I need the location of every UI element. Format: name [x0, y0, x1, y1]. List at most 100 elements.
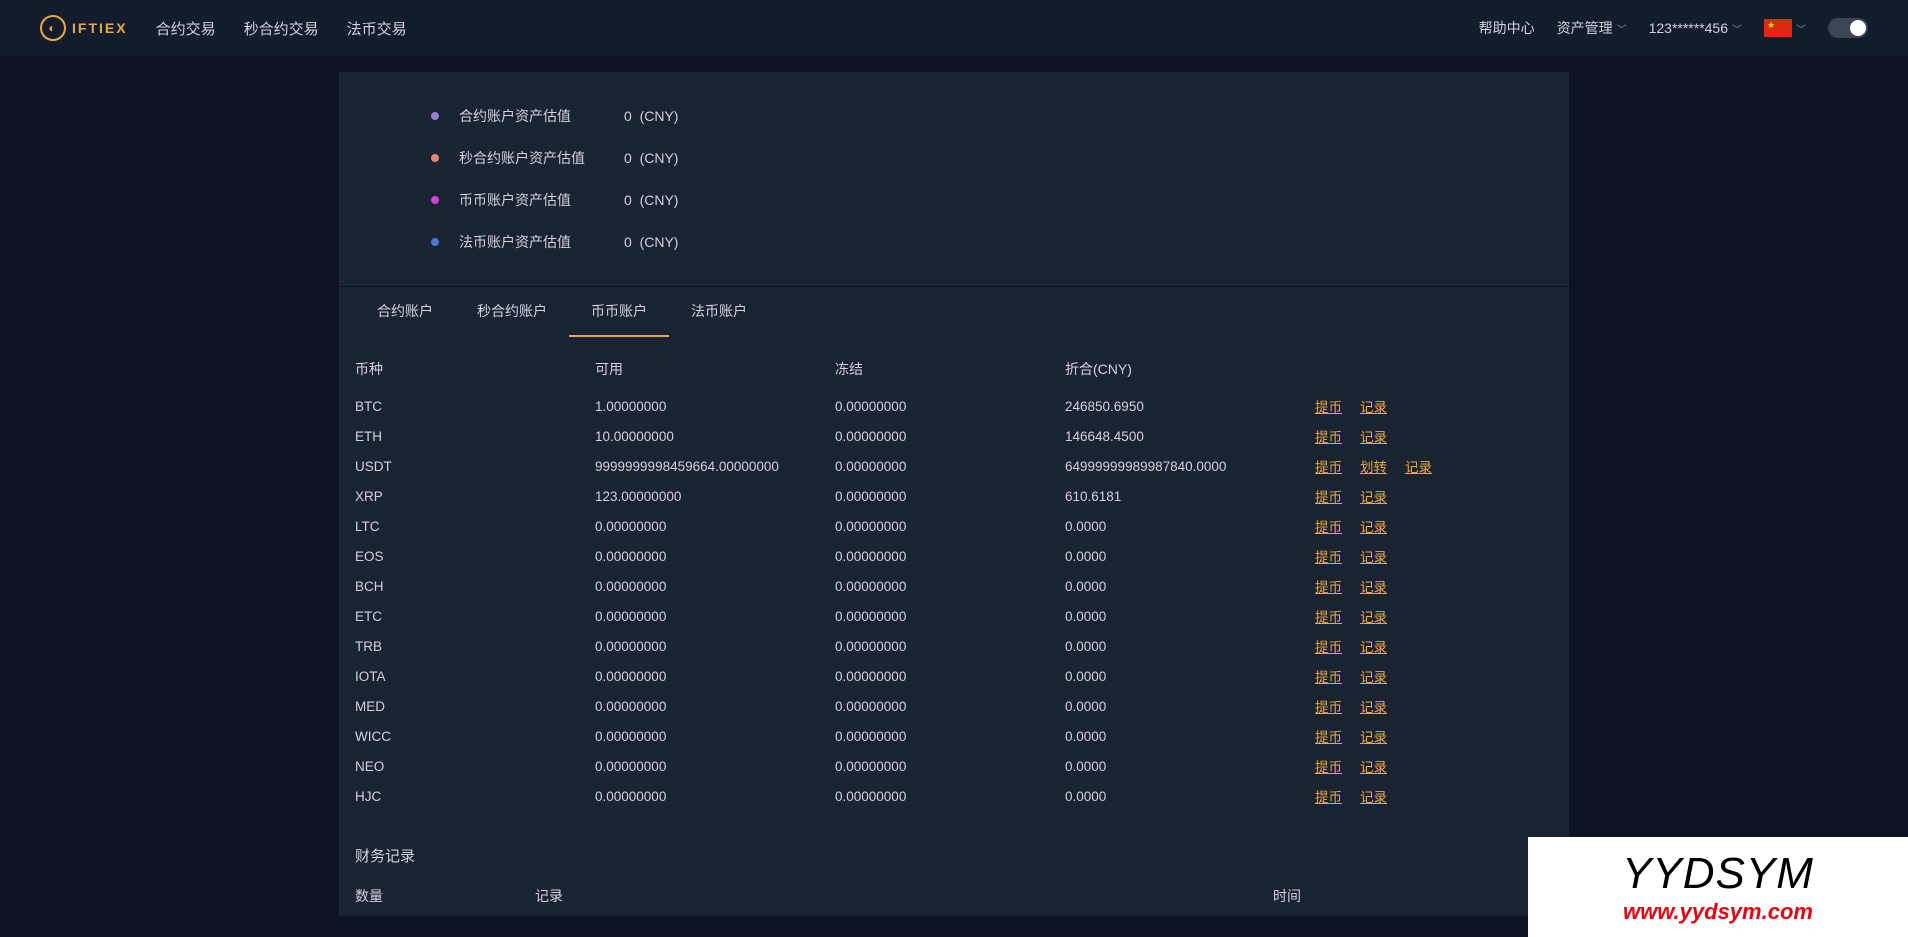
cell-frozen: 0.00000000	[835, 669, 1065, 684]
cell-coin: EOS	[355, 549, 595, 564]
col-qty: 数量	[355, 886, 535, 906]
cell-coin: WICC	[355, 729, 595, 744]
record-link[interactable]: 记录	[1360, 696, 1387, 716]
withdraw-link[interactable]: 提币	[1315, 726, 1342, 746]
cell-frozen: 0.00000000	[835, 489, 1065, 504]
record-link[interactable]: 记录	[1360, 516, 1387, 536]
nav-fiat[interactable]: 法币交易	[347, 18, 407, 39]
theme-toggle[interactable]	[1828, 18, 1868, 38]
top-header: ◐ IFTIEX 合约交易 秒合约交易 法币交易 帮助中心 资产管理 ﹀ 123…	[0, 0, 1908, 56]
tab-seconds[interactable]: 秒合约账户	[455, 287, 569, 337]
cell-cny: 0.0000	[1065, 699, 1315, 714]
language-dropdown[interactable]: ﹀	[1764, 19, 1806, 37]
table-row: WICC0.000000000.000000000.0000提币记录	[355, 721, 1553, 751]
record-link[interactable]: 记录	[1360, 786, 1387, 806]
tab-contract[interactable]: 合约账户	[355, 287, 455, 337]
table-row: BCH0.000000000.000000000.0000提币记录	[355, 571, 1553, 601]
table-row: USDT9999999998459664.000000000.000000006…	[355, 451, 1553, 481]
cell-available: 0.00000000	[595, 639, 835, 654]
record-link[interactable]: 记录	[1360, 396, 1387, 416]
brand-logo[interactable]: ◐ IFTIEX	[40, 15, 128, 41]
withdraw-link[interactable]: 提币	[1315, 756, 1342, 776]
cell-available: 0.00000000	[595, 759, 835, 774]
cell-available: 10.00000000	[595, 429, 835, 444]
logo-icon: ◐	[40, 15, 66, 41]
color-dot-icon	[431, 238, 439, 246]
nav-seconds[interactable]: 秒合约交易	[244, 18, 319, 39]
cell-cny: 610.6181	[1065, 489, 1315, 504]
cell-frozen: 0.00000000	[835, 549, 1065, 564]
table-row: MED0.000000000.000000000.0000提币记录	[355, 691, 1553, 721]
user-dropdown[interactable]: 123******456 ﹀	[1649, 20, 1742, 36]
summary-label: 秒合约账户资产估值	[459, 148, 624, 168]
col-available: 可用	[595, 359, 835, 379]
cell-coin: LTC	[355, 519, 595, 534]
cell-available: 9999999998459664.00000000	[595, 459, 835, 474]
col-time: 时间	[1273, 886, 1553, 906]
cell-available: 0.00000000	[595, 579, 835, 594]
record-link[interactable]: 记录	[1360, 666, 1387, 686]
tab-spot[interactable]: 币币账户	[569, 287, 669, 337]
record-link[interactable]: 记录	[1360, 546, 1387, 566]
withdraw-link[interactable]: 提币	[1315, 546, 1342, 566]
assets-table: 币种 可用 冻结 折合(CNY) BTC1.000000000.00000000…	[339, 337, 1569, 831]
withdraw-link[interactable]: 提币	[1315, 606, 1342, 626]
help-center-link[interactable]: 帮助中心	[1479, 18, 1535, 38]
cell-actions: 提币记录	[1315, 636, 1553, 656]
table-row: IOTA0.000000000.000000000.0000提币记录	[355, 661, 1553, 691]
record-link[interactable]: 记录	[1360, 486, 1387, 506]
cell-available: 0.00000000	[595, 609, 835, 624]
account-summary: 合约账户资产估值0 (CNY) 秒合约账户资产估值0 (CNY) 币币账户资产估值0…	[339, 72, 1569, 286]
withdraw-link[interactable]: 提币	[1315, 516, 1342, 536]
cell-frozen: 0.00000000	[835, 579, 1065, 594]
record-link[interactable]: 记录	[1360, 636, 1387, 656]
record-link[interactable]: 记录	[1360, 606, 1387, 626]
summary-row: 币币账户资产估值0 (CNY)	[431, 190, 1569, 210]
record-link[interactable]: 记录	[1405, 456, 1432, 476]
finance-records-header: 数量 记录 时间	[339, 876, 1569, 916]
cell-frozen: 0.00000000	[835, 429, 1065, 444]
record-link[interactable]: 记录	[1360, 576, 1387, 596]
nav-contract[interactable]: 合约交易	[156, 18, 216, 39]
col-frozen: 冻结	[835, 359, 1065, 379]
cell-actions: 提币记录	[1315, 396, 1553, 416]
col-coin: 币种	[355, 359, 595, 379]
chevron-down-icon: ﹀	[1796, 21, 1806, 36]
cell-actions: 提币记录	[1315, 546, 1553, 566]
transfer-link[interactable]: 划转	[1360, 456, 1387, 476]
record-link[interactable]: 记录	[1360, 756, 1387, 776]
summary-row: 合约账户资产估值0 (CNY)	[431, 106, 1569, 126]
withdraw-link[interactable]: 提币	[1315, 666, 1342, 686]
table-row: ETH10.000000000.00000000146648.4500提币记录	[355, 421, 1553, 451]
withdraw-link[interactable]: 提币	[1315, 786, 1342, 806]
cell-available: 0.00000000	[595, 789, 835, 804]
cell-frozen: 0.00000000	[835, 639, 1065, 654]
cell-coin: BTC	[355, 399, 595, 414]
cell-cny: 0.0000	[1065, 579, 1315, 594]
withdraw-link[interactable]: 提币	[1315, 426, 1342, 446]
tab-fiat[interactable]: 法币账户	[669, 287, 769, 337]
withdraw-link[interactable]: 提币	[1315, 396, 1342, 416]
record-link[interactable]: 记录	[1360, 726, 1387, 746]
cell-actions: 提币记录	[1315, 486, 1553, 506]
summary-row: 法币账户资产估值0 (CNY)	[431, 232, 1569, 252]
cell-actions: 提币记录	[1315, 666, 1553, 686]
asset-mgmt-dropdown[interactable]: 资产管理 ﹀	[1557, 18, 1627, 38]
withdraw-link[interactable]: 提币	[1315, 636, 1342, 656]
withdraw-link[interactable]: 提币	[1315, 456, 1342, 476]
cell-available: 0.00000000	[595, 549, 835, 564]
withdraw-link[interactable]: 提币	[1315, 576, 1342, 596]
summary-value: 0 (CNY)	[624, 150, 678, 166]
color-dot-icon	[431, 196, 439, 204]
withdraw-link[interactable]: 提币	[1315, 486, 1342, 506]
cell-coin: USDT	[355, 459, 595, 474]
cell-frozen: 0.00000000	[835, 459, 1065, 474]
cell-frozen: 0.00000000	[835, 399, 1065, 414]
cell-available: 1.00000000	[595, 399, 835, 414]
record-link[interactable]: 记录	[1360, 426, 1387, 446]
cell-actions: 提币记录	[1315, 726, 1553, 746]
table-row: LTC0.000000000.000000000.0000提币记录	[355, 511, 1553, 541]
withdraw-link[interactable]: 提币	[1315, 696, 1342, 716]
cell-available: 0.00000000	[595, 729, 835, 744]
cell-frozen: 0.00000000	[835, 729, 1065, 744]
